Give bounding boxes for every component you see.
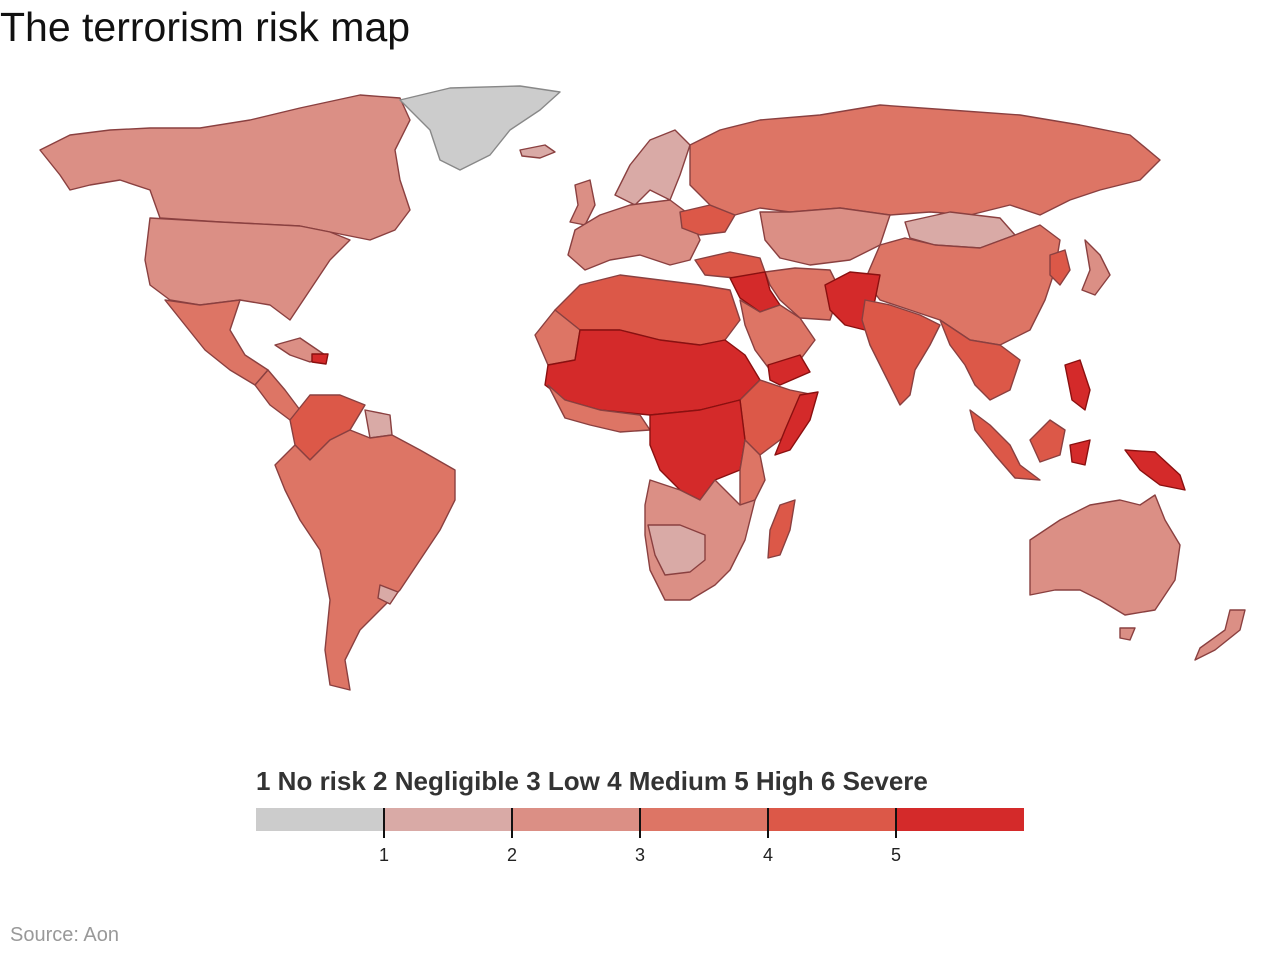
- region-somalia: [774, 391, 819, 456]
- region-new-guinea: [1124, 449, 1186, 491]
- source-note: Source: Aon: [10, 924, 119, 946]
- region-tasmania: [1119, 627, 1136, 641]
- region-indonesia-west: [969, 409, 1041, 481]
- legend-tick-label-5: 5: [891, 845, 901, 865]
- region-uruguay: [377, 584, 399, 605]
- region-sahel: [544, 329, 761, 416]
- legend-swatch-4: [640, 808, 768, 831]
- region-borneo: [1029, 419, 1066, 463]
- region-philippines: [1064, 359, 1091, 411]
- region-greenland: [399, 85, 561, 171]
- region-australia: [1029, 494, 1181, 616]
- region-guianas: [364, 409, 393, 439]
- legend-tick-label-2: 2: [507, 845, 517, 865]
- legend-ticks: 1 2 3 4 5: [379, 808, 901, 865]
- legend-swatch-2: [384, 808, 512, 831]
- region-india: [861, 299, 941, 406]
- region-madagascar: [767, 499, 796, 559]
- legend-swatch-5: [768, 808, 896, 831]
- legend-swatch-6: [896, 808, 1024, 831]
- region-korea: [1049, 249, 1071, 286]
- region-iceland: [519, 144, 556, 159]
- map-title: The terrorism risk map: [0, 4, 411, 50]
- legend-swatch-3: [512, 808, 640, 831]
- region-kazakhstan-central-asia: [759, 207, 891, 266]
- region-new-zealand: [1194, 609, 1246, 661]
- region-usa: [144, 217, 351, 321]
- region-western-europe: [567, 199, 701, 271]
- legend-swatches: [256, 808, 1024, 831]
- region-china: [864, 224, 1061, 346]
- legend-swatch-1: [256, 808, 384, 831]
- legend-tick-label-3: 3: [635, 845, 645, 865]
- region-haiti: [311, 353, 329, 365]
- legend-tick-label-1: 1: [379, 845, 389, 865]
- world-risk-map: .r { stroke: #8a4040; stroke-width: 1.4;…: [39, 85, 1246, 691]
- region-south-america: [274, 429, 456, 691]
- legend-color-scale: 1 2 3 4 5: [256, 808, 1024, 865]
- legend-tick-label-4: 4: [763, 845, 773, 865]
- region-southeast-asia: [939, 319, 1021, 401]
- legend-heading: 1 No risk 2 Negligible 3 Low 4 Medium 5 …: [256, 766, 928, 796]
- region-japan: [1081, 239, 1111, 296]
- region-arabia: [739, 299, 816, 371]
- region-indonesia-east: [1069, 439, 1091, 466]
- region-central-america: [254, 369, 301, 421]
- region-uk: [569, 179, 596, 226]
- region-yemen: [767, 354, 811, 386]
- region-iran-middle-east: [764, 267, 841, 321]
- region-canada-alaska: [39, 94, 411, 241]
- region-scandinavia: [614, 129, 691, 206]
- region-mexico: [164, 299, 269, 386]
- region-botswana-namibia: [647, 524, 706, 576]
- region-russia: [689, 104, 1161, 216]
